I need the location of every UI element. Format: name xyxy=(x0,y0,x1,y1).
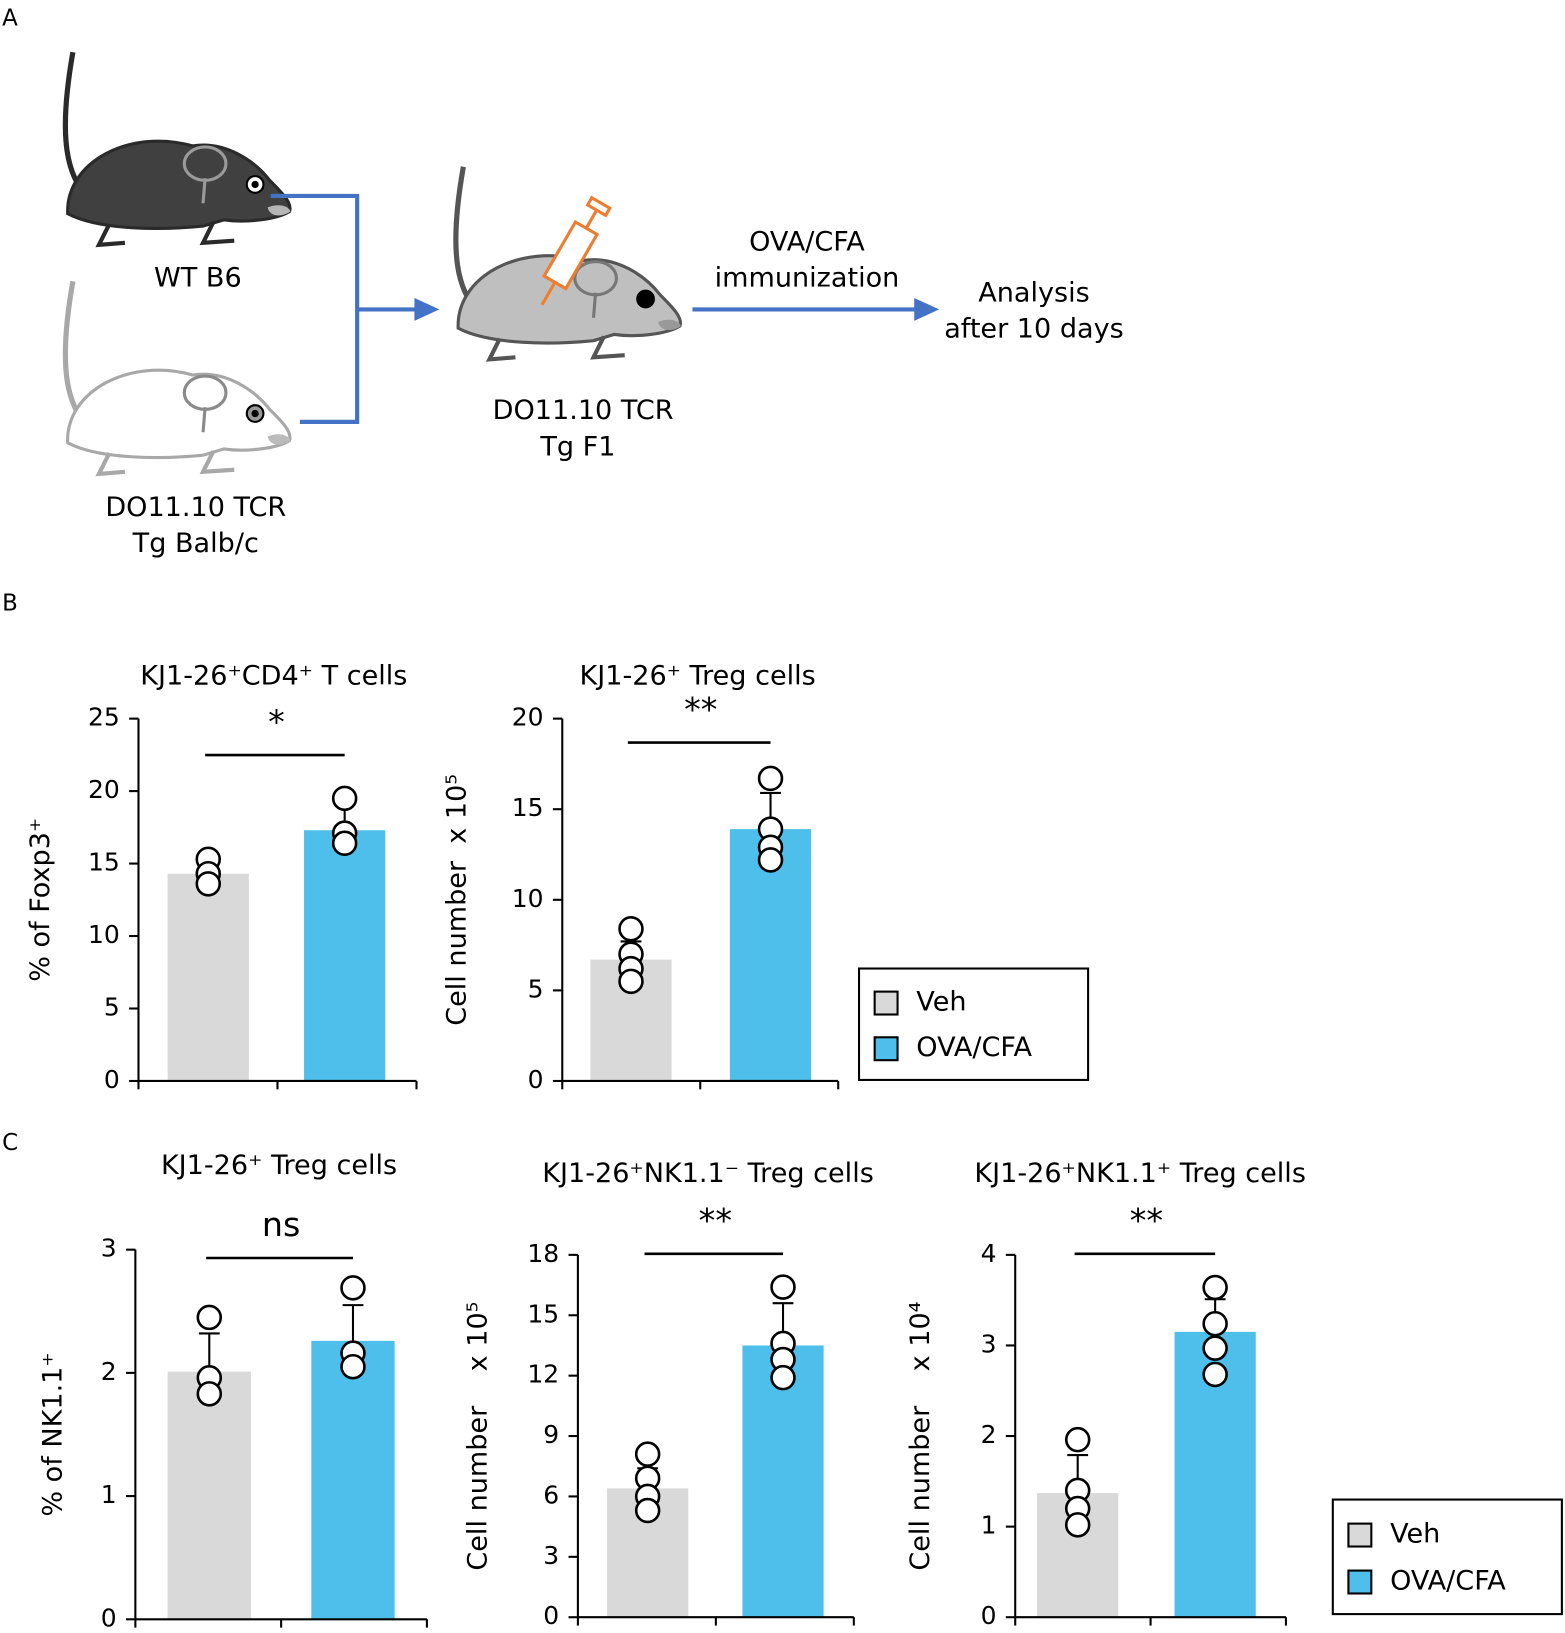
bar xyxy=(167,873,249,1081)
data-point xyxy=(1202,1335,1228,1361)
data-point xyxy=(331,785,358,812)
y-axis-label: % of Foxp3⁺ xyxy=(25,818,56,982)
legend-swatch xyxy=(873,990,899,1016)
y-tick-label: 18 xyxy=(527,1239,559,1268)
panel-label: A xyxy=(2,5,18,31)
y-tick-label: 2 xyxy=(981,1420,997,1449)
significance-label: ns xyxy=(262,1205,300,1244)
data-point xyxy=(1064,1512,1091,1538)
data-point xyxy=(757,847,784,873)
data-point xyxy=(1064,1426,1091,1453)
y-tick-label: 20 xyxy=(88,775,120,804)
data-point xyxy=(340,1353,366,1380)
y-tick-label: 1 xyxy=(981,1511,997,1540)
y-tick-label: 2 xyxy=(101,1357,117,1386)
data-point xyxy=(618,968,644,995)
result-label: after 10 days xyxy=(944,314,1124,345)
data-point xyxy=(331,830,358,857)
y-tick-label: 4 xyxy=(981,1239,997,1268)
y-tick-label: 25 xyxy=(88,703,120,732)
data-point xyxy=(1202,1274,1228,1301)
legend-label: OVA/CFA xyxy=(916,1032,1032,1063)
data-point xyxy=(757,765,784,792)
data-point xyxy=(634,1497,661,1524)
y-tick-label: 3 xyxy=(543,1541,559,1570)
data-point xyxy=(195,871,222,897)
step-label: OVA/CFA xyxy=(749,226,865,257)
y-tick-label: 20 xyxy=(512,703,544,732)
significance-label: ** xyxy=(699,1201,732,1240)
data-point xyxy=(340,1275,366,1301)
y-tick-label: 0 xyxy=(981,1601,997,1630)
y-tick-label: 6 xyxy=(543,1480,559,1509)
legend-swatch xyxy=(1347,1522,1373,1548)
mouse-label: WT B6 xyxy=(154,263,242,294)
data-point xyxy=(1202,1361,1228,1388)
bar xyxy=(311,1340,395,1620)
bar xyxy=(167,1371,251,1620)
bar xyxy=(304,830,386,1081)
mouse-label: Tg Balb/c xyxy=(132,528,259,559)
data-point xyxy=(196,1304,223,1331)
y-tick-label: 3 xyxy=(981,1329,997,1358)
significance-label: ** xyxy=(684,690,717,729)
arrow-head xyxy=(914,297,940,321)
syringe xyxy=(540,195,612,306)
legend-label: Veh xyxy=(1390,1519,1440,1550)
legend-box xyxy=(857,967,1090,1081)
y-axis-label: % of NK1.1⁺ xyxy=(38,1352,69,1516)
mouse-label: DO11.10 TCR xyxy=(493,395,674,426)
y-axis-label: Cell number x 10⁴ xyxy=(905,1301,936,1570)
error-bar xyxy=(342,1304,364,1341)
legend-box xyxy=(1331,1498,1563,1616)
y-tick-label: 15 xyxy=(527,1299,559,1328)
y-tick-label: 0 xyxy=(543,1601,559,1630)
data-point xyxy=(770,1364,796,1391)
significance-label: * xyxy=(268,702,285,741)
data-point xyxy=(634,1441,661,1467)
significance-label: ** xyxy=(1130,1201,1163,1240)
y-tick-label: 9 xyxy=(543,1420,559,1449)
chart-title: KJ1-26⁺CD4⁺ T cells xyxy=(140,660,407,691)
wt-mouse xyxy=(64,51,292,246)
bar xyxy=(742,1345,824,1618)
chart-title: KJ1-26⁺NK1.1⁻ Treg cells xyxy=(542,1158,874,1189)
arrow-head xyxy=(414,297,440,321)
legend-swatch xyxy=(1347,1569,1373,1595)
legend-label: OVA/CFA xyxy=(1390,1566,1506,1597)
chart-title: KJ1-26⁺ Treg cells xyxy=(580,660,816,691)
chart-title: KJ1-26⁺NK1.1⁺ Treg cells xyxy=(974,1158,1306,1189)
y-tick-label: 15 xyxy=(512,793,544,822)
y-axis-label: Cell number x 10⁵ xyxy=(442,774,473,1026)
y-tick-label: 1 xyxy=(101,1480,117,1509)
data-point xyxy=(770,1274,796,1300)
y-tick-label: 12 xyxy=(527,1360,559,1389)
data-point xyxy=(1202,1310,1228,1337)
panel-label: C xyxy=(2,1130,18,1156)
y-axis-label: Cell number x 10⁵ xyxy=(462,1301,493,1570)
y-tick-label: 0 xyxy=(104,1065,120,1094)
y-tick-label: 5 xyxy=(104,993,120,1022)
legend-swatch xyxy=(873,1036,899,1062)
result-label: Analysis xyxy=(978,277,1090,308)
balbc-mouse xyxy=(64,280,292,475)
y-tick-label: 10 xyxy=(512,884,544,913)
chart-title: KJ1-26⁺ Treg cells xyxy=(161,1150,397,1181)
panel-label: B xyxy=(2,591,18,617)
y-tick-label: 15 xyxy=(88,848,120,877)
y-tick-label: 0 xyxy=(101,1603,117,1632)
mouse-label: DO11.10 TCR xyxy=(105,492,286,523)
connector xyxy=(270,193,360,424)
data-point xyxy=(196,1381,223,1407)
legend-label: Veh xyxy=(916,987,966,1018)
data-point xyxy=(618,916,644,942)
step-label: immunization xyxy=(715,263,900,294)
y-tick-label: 10 xyxy=(88,920,120,949)
y-tick-label: 5 xyxy=(528,974,544,1003)
y-tick-label: 3 xyxy=(101,1234,117,1263)
mouse-label: Tg F1 xyxy=(539,431,615,462)
y-tick-label: 0 xyxy=(528,1065,544,1094)
